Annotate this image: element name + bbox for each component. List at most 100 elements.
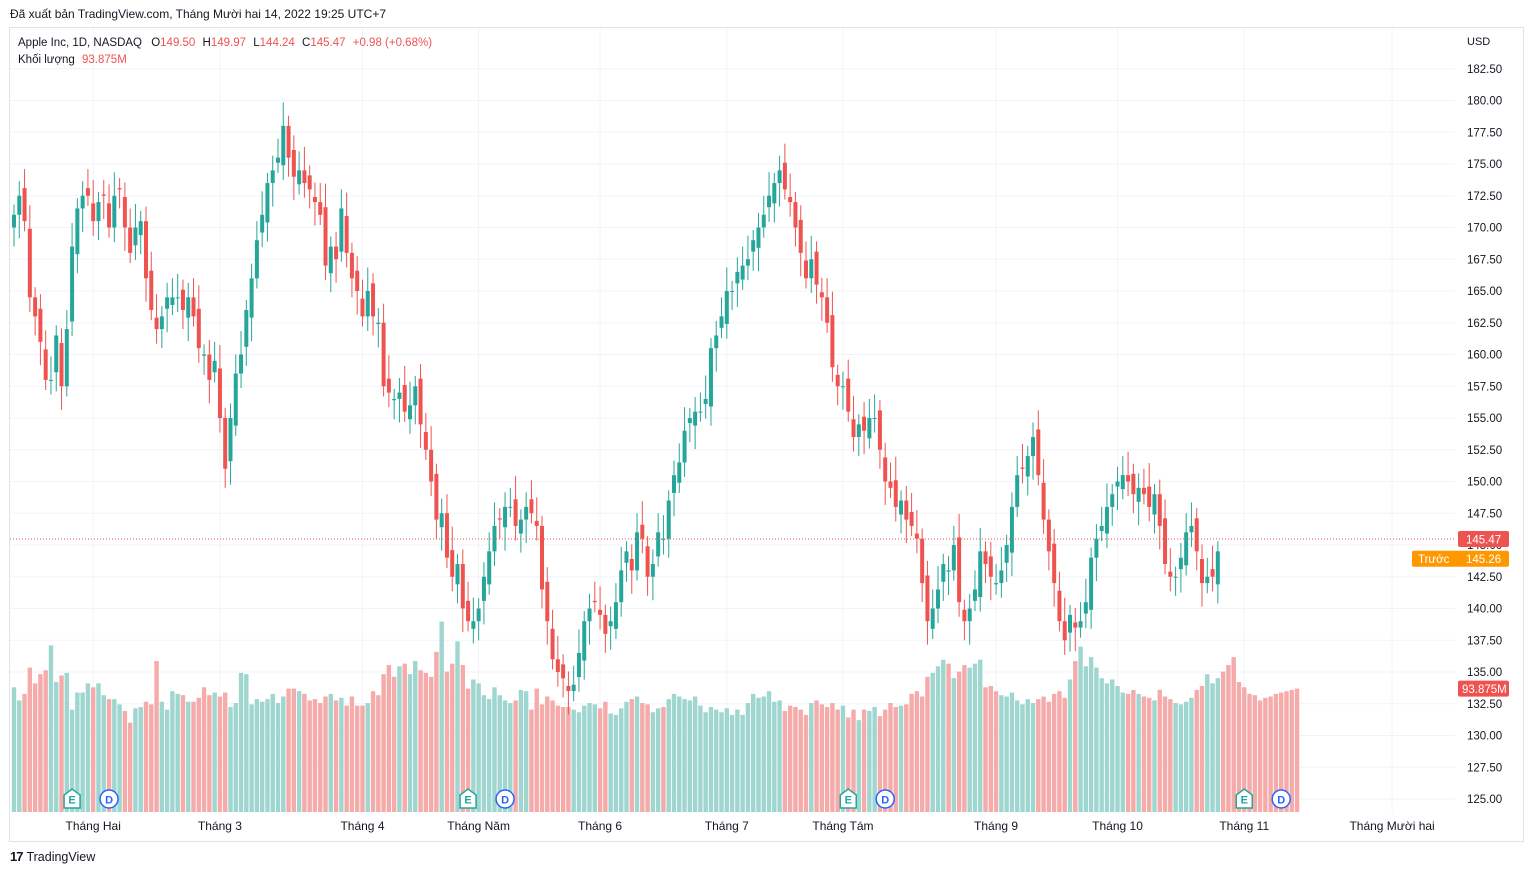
candle	[561, 654, 566, 698]
candle	[1004, 534, 1009, 582]
candle	[144, 206, 148, 302]
earnings-marker[interactable]: E	[839, 788, 857, 809]
y-tick-label: 130.00	[1467, 731, 1502, 743]
candle	[1020, 444, 1025, 484]
candle-body	[957, 537, 962, 603]
candle	[286, 115, 291, 177]
candle-body	[249, 278, 254, 318]
candle	[249, 263, 254, 342]
volume-bar	[265, 699, 270, 812]
candle	[883, 442, 888, 505]
volume-bar	[777, 700, 782, 812]
legend-volume-label[interactable]: Khối lượng	[18, 54, 75, 66]
candle-body	[318, 202, 323, 215]
chart-frame	[9, 27, 1524, 842]
candle-body	[54, 335, 59, 373]
volume-bar	[714, 709, 719, 812]
candle	[165, 282, 170, 333]
volume-bar	[698, 705, 703, 812]
candle-body	[893, 480, 898, 507]
prev-close-label: Trước	[1418, 554, 1450, 566]
candle	[217, 344, 222, 433]
candle-body	[840, 386, 845, 388]
candle	[967, 593, 972, 645]
volume-bar	[69, 709, 75, 812]
candle	[439, 498, 444, 551]
legend-ohlc-row: Apple Inc, 1D, NASDAQ O149.50 H149.97 L1…	[18, 35, 432, 52]
legend-volume-value: 93.875M	[82, 54, 127, 66]
earnings-marker[interactable]: E	[1235, 788, 1253, 809]
candle-body	[207, 354, 212, 380]
volume-bar	[867, 710, 872, 812]
volume-bar	[376, 695, 381, 812]
candle-body	[693, 411, 698, 426]
volume-bar	[101, 695, 106, 812]
candle-body	[983, 551, 988, 565]
volume-bar	[613, 714, 619, 812]
candle	[1104, 483, 1109, 549]
candle	[772, 172, 777, 223]
last-price-badge	[1458, 531, 1509, 548]
candle	[930, 589, 935, 639]
candle	[96, 191, 101, 241]
volume-bar	[1162, 696, 1168, 812]
legend-symbol[interactable]: Apple Inc, 1D, NASDAQ	[18, 37, 142, 49]
volume-bar	[587, 703, 592, 812]
volume-bar	[835, 709, 840, 812]
candle-body	[239, 354, 244, 374]
candle	[983, 541, 988, 584]
candle	[566, 671, 571, 715]
candle-body	[941, 564, 946, 582]
tradingview-logo[interactable]: 17 TradingView	[10, 849, 95, 864]
candle	[1031, 422, 1036, 480]
dividend-marker[interactable]: D	[495, 789, 515, 809]
y-tick-label: 180.00	[1467, 96, 1502, 108]
candle-body	[27, 228, 32, 298]
candle-body	[708, 348, 713, 407]
candle-body	[228, 418, 233, 462]
candle	[819, 277, 824, 321]
volume-bar	[386, 665, 392, 812]
volume-bar	[465, 688, 471, 812]
candle-body	[503, 506, 508, 528]
candle-series	[12, 102, 1220, 715]
y-axis: 125.00 127.50 130.00 132.50 135.00 137.50 140.…	[1467, 36, 1502, 806]
candle	[856, 414, 861, 457]
candle-body	[1194, 518, 1199, 552]
x-tick-label: Tháng 3	[198, 819, 242, 833]
candle-body	[745, 259, 750, 266]
y-tick-label: 157.50	[1467, 381, 1502, 393]
candle-body	[1094, 538, 1099, 558]
candle-body	[254, 240, 259, 279]
candle-body	[476, 608, 481, 622]
dividend-marker[interactable]: D	[1271, 789, 1291, 809]
candle	[1210, 545, 1215, 592]
dividend-marker[interactable]: D	[875, 789, 895, 809]
candle-body	[545, 581, 550, 622]
candle-body	[85, 188, 90, 196]
candle-body	[576, 652, 581, 678]
candle-body	[672, 475, 676, 493]
candle	[592, 581, 597, 613]
volume-bar	[708, 707, 714, 812]
candle-body	[244, 310, 249, 347]
volume-bar	[1173, 703, 1178, 812]
x-tick-label: Tháng 9	[974, 819, 1018, 833]
y-tick-label: 177.50	[1467, 127, 1502, 139]
earnings-marker[interactable]: E	[459, 788, 477, 809]
candle	[355, 256, 360, 315]
volume-bar	[349, 696, 355, 812]
legend-low-value: 144.24	[259, 37, 295, 49]
y-tick-label: 160.00	[1467, 350, 1502, 362]
dividend-marker[interactable]: D	[99, 789, 119, 809]
candle	[640, 501, 645, 554]
candle-body	[946, 570, 951, 572]
candle-body	[59, 343, 64, 387]
earnings-marker[interactable]: E	[63, 788, 81, 809]
candle	[867, 398, 872, 449]
candle	[650, 549, 655, 601]
volume-bar	[645, 704, 650, 812]
candle	[825, 278, 830, 333]
volume-bar	[1030, 703, 1036, 812]
